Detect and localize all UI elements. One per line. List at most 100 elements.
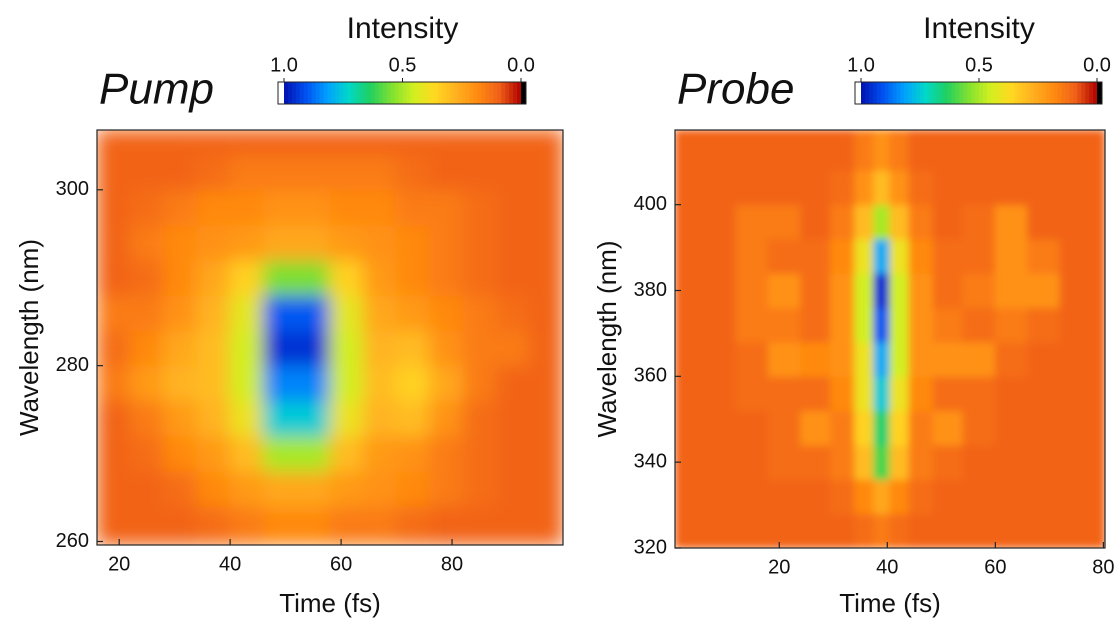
colorbar-swatch — [979, 82, 984, 104]
heatmap-cell — [854, 341, 875, 377]
heatmap-cell — [462, 329, 497, 367]
heatmap-cell — [703, 204, 737, 240]
colorbar-swatch — [287, 82, 293, 104]
heatmap-cell — [1027, 444, 1061, 480]
heatmap-cell — [495, 505, 531, 545]
heatmap-cell — [854, 238, 875, 274]
heatmap-cell — [229, 505, 264, 545]
heatmap-cell — [163, 130, 198, 156]
colorbar-swatch — [1002, 82, 1008, 104]
heatmap-cell — [932, 130, 964, 171]
heatmap-cell — [854, 130, 875, 171]
heatmap-cell — [462, 294, 497, 331]
heatmap-cell — [495, 154, 531, 191]
heatmap-cell — [1027, 130, 1061, 171]
colorbar-swatch — [505, 82, 510, 104]
heatmap-cell — [229, 224, 264, 261]
heatmap-cell — [329, 505, 364, 545]
heatmap-cell — [830, 375, 856, 412]
heatmap-cell — [675, 307, 705, 343]
heatmap-cell — [329, 400, 364, 437]
colorbar-swatch — [291, 82, 297, 104]
heatmap-cell — [703, 307, 737, 343]
heatmap-cell — [735, 444, 769, 480]
colorbar-swatch — [513, 82, 518, 104]
colorbar-swatch — [939, 82, 945, 104]
heatmap-cell — [262, 435, 298, 472]
colorbar-swatch — [434, 82, 439, 104]
heatmap-cell — [495, 189, 531, 226]
heatmap-cell — [262, 294, 298, 331]
colorbar-swatch — [876, 82, 882, 104]
heatmap-cell — [1086, 513, 1105, 548]
heatmap-cell — [429, 224, 464, 261]
heatmap-cell — [889, 375, 910, 412]
heatmap-cell — [229, 130, 264, 156]
heatmap-cell — [830, 341, 856, 377]
heatmap-cell — [932, 238, 964, 274]
colorbar-swatch — [1026, 82, 1031, 104]
heatmap-cell — [396, 400, 431, 437]
heatmap-cell — [329, 470, 364, 507]
heatmap-cell — [889, 272, 910, 309]
heatmap-cell — [262, 470, 298, 507]
heatmap-cell — [329, 435, 364, 472]
heatmap-cell — [908, 444, 934, 480]
heatmap-cell — [462, 189, 497, 226]
heatmap-cell — [429, 154, 464, 191]
heatmap-cell — [1059, 272, 1088, 309]
y-axis-label: Wavelength (nm) — [14, 239, 44, 436]
heatmap-cell — [800, 341, 832, 377]
colorbar-swatch — [888, 82, 894, 104]
colorbar-tick-label: 1.0 — [270, 54, 298, 76]
heatmap-cell — [229, 329, 264, 367]
heatmap-cell — [800, 204, 832, 240]
heatmap-cell — [962, 204, 996, 240]
heatmap-cell — [495, 130, 531, 156]
heatmap-cell — [229, 154, 264, 191]
heatmap-cell — [196, 470, 231, 507]
colorbar: 1.0 0.5 0.0 Intensity — [270, 12, 535, 105]
heatmap-cell — [735, 375, 769, 412]
heatmap-cell — [873, 410, 891, 446]
colorbar-swatch — [982, 82, 988, 104]
colorbar-swatch — [975, 82, 980, 104]
y-tick-label: 340 — [634, 450, 667, 472]
heatmap-cell — [495, 259, 531, 296]
heatmap-cell — [429, 470, 464, 507]
heatmap-cell — [362, 189, 398, 226]
colorbar-swatch — [1093, 82, 1098, 104]
x-tick-label: 20 — [108, 553, 130, 575]
heatmap-cell — [262, 224, 298, 261]
heatmap-cell — [908, 238, 934, 274]
colorbar-swatch — [1049, 82, 1055, 104]
heatmap-cell — [129, 365, 165, 402]
heatmap-cell — [396, 130, 431, 156]
heatmap-cell — [800, 169, 832, 206]
heatmap-cell — [97, 189, 131, 226]
colorbar-swatch — [355, 82, 360, 104]
colorbar-swatch — [359, 82, 364, 104]
heatmap-cell — [97, 329, 131, 367]
heatmap-cell — [97, 365, 131, 402]
colorbar-swatch — [517, 82, 522, 104]
heatmap-cell — [1086, 375, 1105, 412]
heatmap-cell — [495, 365, 531, 402]
colorbar-swatch — [398, 82, 404, 104]
colorbar-swatch — [430, 82, 435, 104]
heatmap-cell — [854, 169, 875, 206]
heatmap-cell — [932, 341, 964, 377]
heatmap-cell — [529, 294, 563, 331]
heatmap-cell — [994, 513, 1029, 548]
heatmap-cell — [262, 259, 298, 296]
heatmap-cell — [396, 435, 431, 472]
colorbar-swatch — [370, 82, 376, 104]
colorbar-swatch — [493, 82, 498, 104]
heatmap-cell — [529, 329, 563, 367]
colorbar-swatch — [1030, 82, 1035, 104]
heatmap-cell — [529, 400, 563, 437]
heatmap-cell — [229, 259, 264, 296]
colorbar-swatch — [347, 82, 352, 104]
heatmap-cell — [1027, 272, 1061, 309]
heatmap-cell — [703, 513, 737, 548]
